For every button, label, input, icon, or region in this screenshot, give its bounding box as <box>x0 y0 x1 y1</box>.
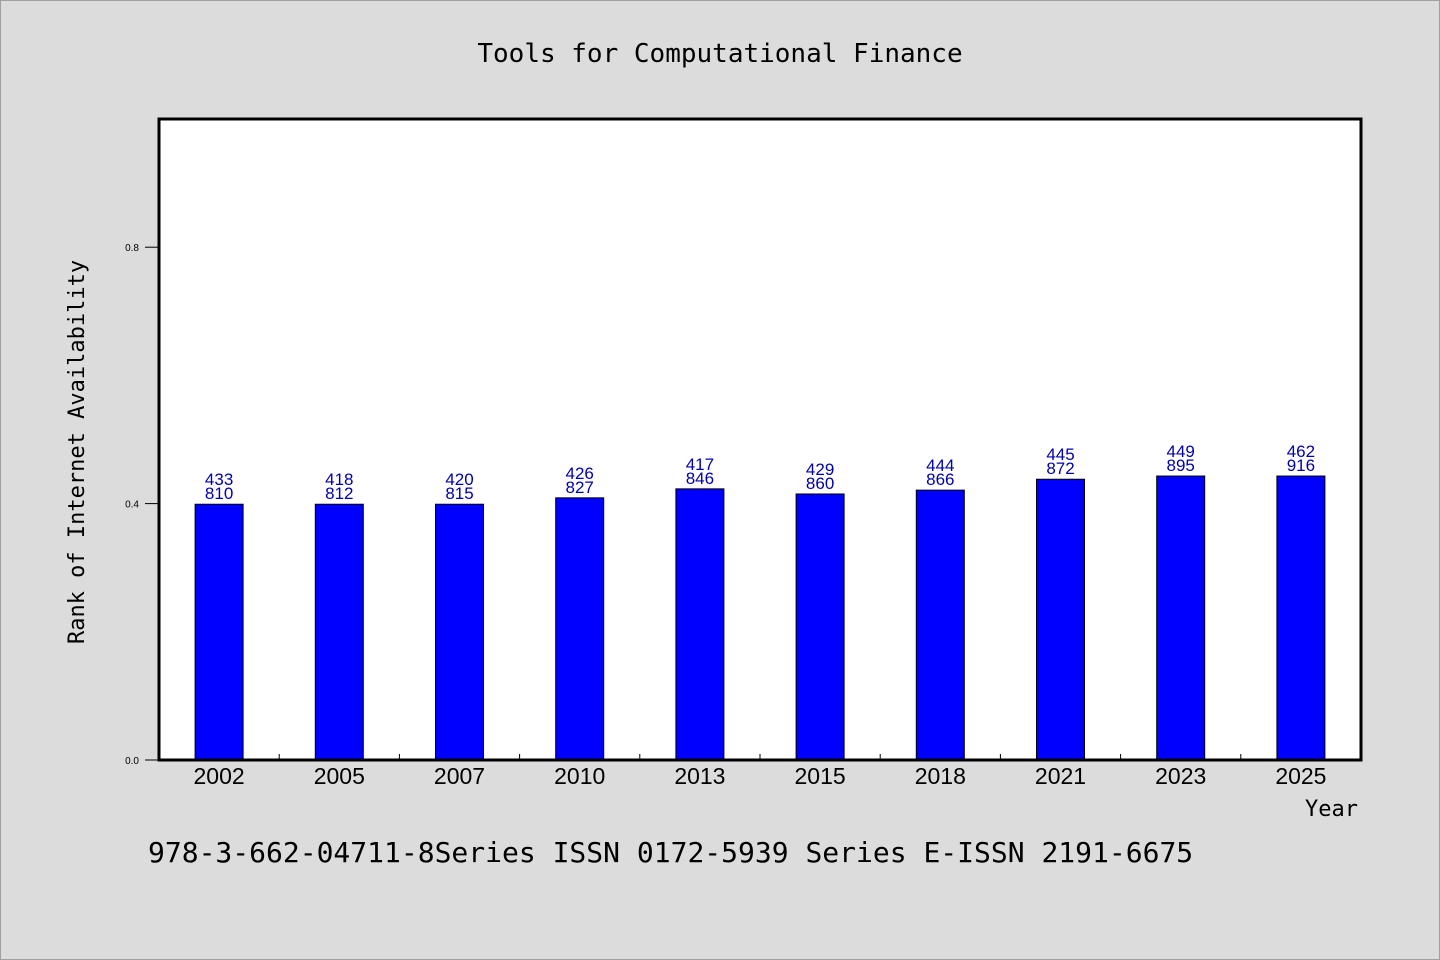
bar-2015 <box>795 493 845 761</box>
x-tick-label: 2015 <box>795 763 846 789</box>
bar-2025 <box>1276 475 1326 761</box>
footer-isbn-text: 978-3-662-04711-8Series ISSN 0172-5939 S… <box>148 836 1193 869</box>
x-axis-label: Year <box>1305 797 1358 822</box>
data-label-bottom: 827 <box>566 478 594 497</box>
data-label-top: 445 <box>1046 445 1074 464</box>
data-label-top: 418 <box>325 470 353 489</box>
bar-2002 <box>194 503 244 761</box>
x-tick-label: 2002 <box>194 763 245 789</box>
x-tick-label: 2023 <box>1155 763 1206 789</box>
data-label-top: 429 <box>806 460 834 479</box>
data-label-bottom: 846 <box>686 469 714 488</box>
y-tick-label: 0.8 <box>125 243 139 254</box>
x-tick-label: 2021 <box>1035 763 1086 789</box>
bar-2018 <box>915 489 965 761</box>
x-tick-label: 2025 <box>1275 763 1326 789</box>
x-tick-label: 2007 <box>434 763 485 789</box>
data-label-bottom: 815 <box>445 484 473 503</box>
bars-group <box>194 475 1326 761</box>
x-tick-label: 2013 <box>674 763 725 789</box>
y-tick-label: 0.4 <box>125 500 139 511</box>
x-tick-label: 2018 <box>915 763 966 789</box>
data-label-bottom: 866 <box>926 470 954 489</box>
plot-border <box>157 117 1363 762</box>
data-label-top: 426 <box>566 464 594 483</box>
data-label-bottom: 895 <box>1167 456 1195 475</box>
data-label-bottom: 810 <box>205 484 233 503</box>
x-tick-label: 2005 <box>314 763 365 789</box>
data-label-top: 444 <box>926 456 954 475</box>
bar-2005 <box>314 503 364 761</box>
chart-title: Tools for Computational Finance <box>477 39 962 69</box>
data-label-bottom: 860 <box>806 474 834 493</box>
data-label-bottom: 916 <box>1287 456 1315 475</box>
data-label-top: 433 <box>205 470 233 489</box>
data-label-top: 462 <box>1287 442 1315 461</box>
bar-2010 <box>555 497 605 761</box>
data-label-top: 449 <box>1167 442 1195 461</box>
data-label-top: 417 <box>686 455 714 474</box>
data-label-bottom: 812 <box>325 484 353 503</box>
bar-2013 <box>675 488 725 761</box>
data-label-bottom: 872 <box>1046 459 1074 478</box>
y-tick-label: 0.0 <box>125 756 139 767</box>
ticks-group: 2002 2005 2007 2010 2013 2015 2018 2021 2023 2025… <box>125 243 1326 789</box>
y-axis-label: Rank of Internet Availability <box>65 260 90 644</box>
bar-2021 <box>1036 478 1085 761</box>
x-tick-label: 2010 <box>554 763 605 789</box>
data-label-top: 420 <box>445 470 473 489</box>
bar-2023 <box>1156 475 1206 761</box>
bar-2007 <box>435 503 484 761</box>
